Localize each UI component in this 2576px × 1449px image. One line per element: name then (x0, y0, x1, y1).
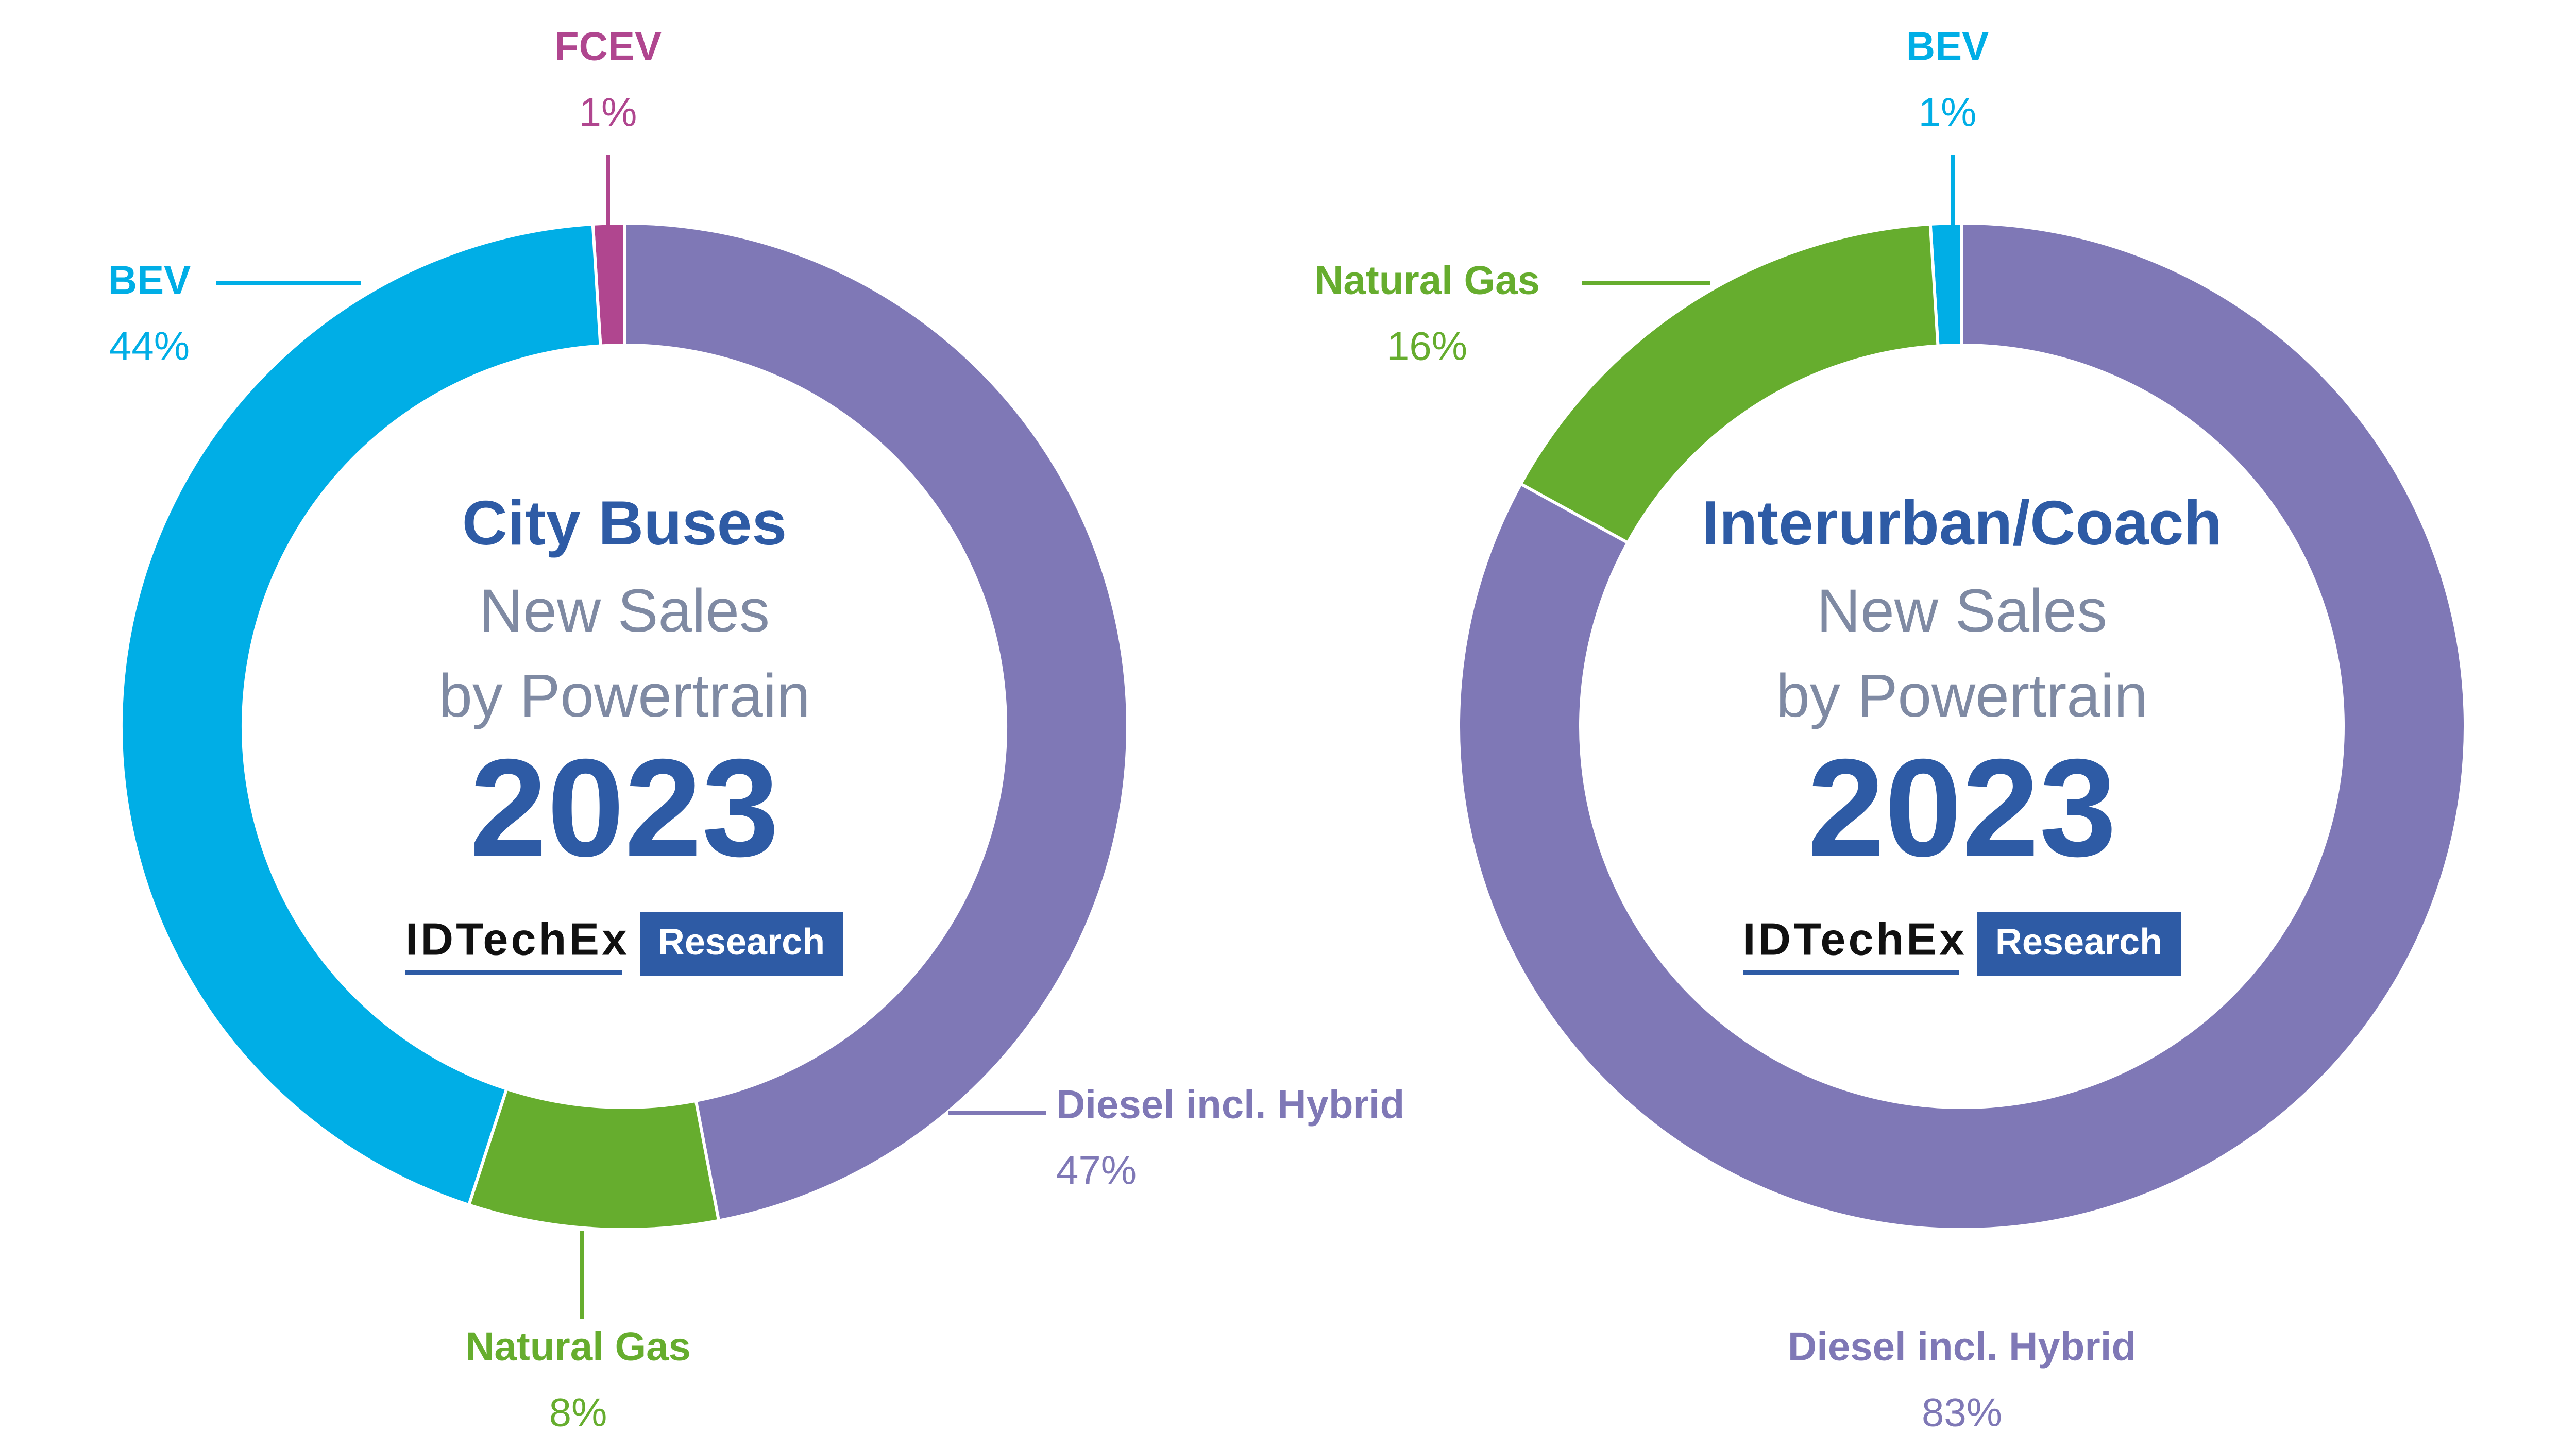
chart-title: City Buses (462, 488, 787, 558)
chart-subtitle: by Powertrain (1776, 662, 2147, 730)
logo-tag: Research (1995, 922, 2162, 963)
logo-box (1977, 912, 2181, 976)
donut-segment (623, 221, 1129, 1223)
logo-brand: IDTechEx (1743, 913, 1964, 964)
donut-segment (1518, 222, 1940, 545)
segment-label: Natural Gas (465, 1324, 691, 1369)
donut-segment (1457, 221, 2467, 1231)
value-label: 1% (579, 90, 637, 135)
value-label: 1% (1919, 90, 1977, 135)
segment-label: BEV (108, 258, 191, 303)
segment-label: FCEV (554, 24, 662, 69)
chart-title: Interurban/Coach (1702, 488, 2222, 558)
chart-subtitle: New Sales (1817, 577, 2107, 645)
segment-label: Natural Gas (1314, 258, 1540, 303)
value-label: 44% (109, 323, 190, 369)
chart-subtitle: New Sales (479, 577, 770, 645)
value-label: 8% (549, 1390, 607, 1435)
segment-label: Diesel incl. Hybrid (1788, 1324, 2136, 1369)
logo-box (640, 912, 843, 976)
value-label: 47% (1056, 1148, 1137, 1193)
segment-label: Diesel incl. Hybrid (1056, 1082, 1404, 1127)
logo-tag: Research (658, 922, 825, 963)
logo-brand: IDTechEx (405, 913, 627, 964)
segment-label: BEV (1906, 24, 1989, 69)
donut-segment (120, 222, 602, 1207)
value-label: 16% (1387, 323, 1467, 369)
chart-subtitle: by Powertrain (438, 662, 810, 730)
chart-year: 2023 (470, 730, 779, 885)
chart-year: 2023 (1807, 730, 2117, 885)
value-label: 83% (1922, 1390, 2002, 1435)
donut-segment (467, 1087, 721, 1231)
